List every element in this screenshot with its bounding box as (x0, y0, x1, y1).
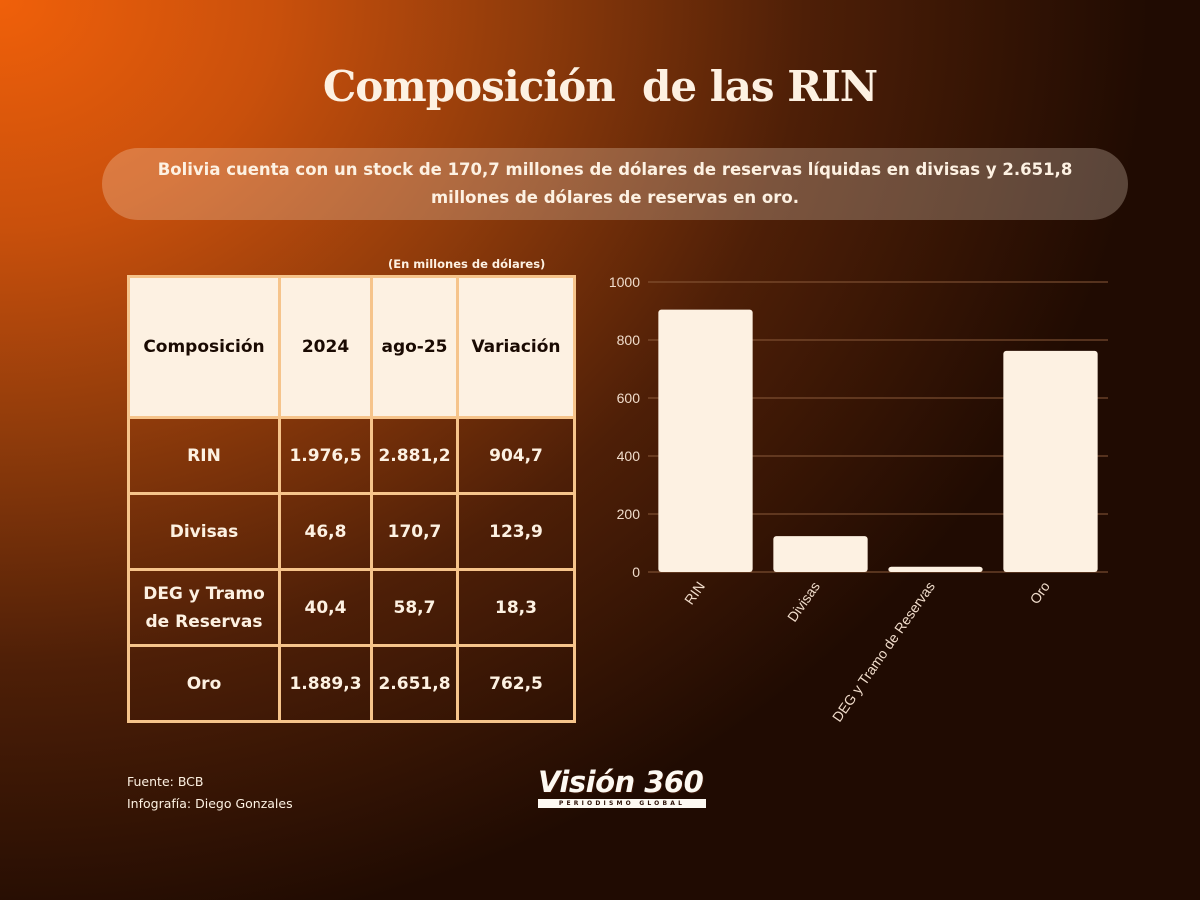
y-tick-label: 800 (617, 332, 641, 348)
table-cell: 58,7 (370, 568, 459, 647)
logo-wordmark: Visión 360 (538, 765, 704, 799)
bar (658, 309, 753, 572)
x-tick-label: DEG y Tramo de Reservas (829, 579, 938, 725)
table-header-row: Composición 2024 ago-25 Variación (127, 275, 576, 419)
page-title: Composición de las RIN (322, 62, 878, 111)
subtitle-text: Bolivia cuenta con un stock de 170,7 mil… (157, 160, 1073, 207)
y-tick-label: 200 (617, 506, 641, 522)
table-cell: Divisas (127, 492, 281, 571)
table-header-cell: 2024 (278, 275, 373, 419)
y-tick-label: 600 (617, 390, 641, 406)
table-cell: 762,5 (456, 644, 576, 723)
table-cell: 18,3 (456, 568, 576, 647)
credit-text: Infografía: Diego Gonzales (127, 796, 293, 811)
bar (773, 536, 868, 572)
y-tick-label: 0 (632, 564, 640, 580)
subtitle-banner: Bolivia cuenta con un stock de 170,7 mil… (102, 148, 1128, 220)
table-cell: DEG y Tramo de Reservas (127, 568, 281, 647)
x-tick-label: RIN (681, 579, 708, 608)
vision360-logo: Visión 360 PERIODISMO GLOBAL (538, 766, 710, 808)
unit-note: (En millones de dólares) (388, 257, 546, 271)
bar-chart: 0 200 400 600 800 1000 RIN Divisas DEG y Tramo d… (590, 262, 1130, 742)
y-tick-label: 1000 (609, 274, 640, 290)
table-row: DEG y Tramo de Reservas 40,4 58,7 18,3 (127, 568, 576, 647)
logo-tagline: PERIODISMO GLOBAL (538, 799, 706, 808)
table-row: RIN 1.976,5 2.881,2 904,7 (127, 416, 576, 495)
x-tick-label: Oro (1026, 578, 1053, 606)
table-cell: 40,4 (278, 568, 373, 647)
table-cell: Oro (127, 644, 281, 723)
table-cell: 170,7 (370, 492, 459, 571)
table-header-cell: Variación (456, 275, 576, 419)
y-tick-label: 400 (617, 448, 641, 464)
bar-chart-svg: 0 200 400 600 800 1000 RIN Divisas DEG y Tramo d… (609, 274, 1108, 725)
table-header-cell: Composición (127, 275, 281, 419)
table-cell: 1.889,3 (278, 644, 373, 723)
table-cell: 2.651,8 (370, 644, 459, 723)
table-cell: RIN (127, 416, 281, 495)
table-row: Oro 1.889,3 2.651,8 762,5 (127, 644, 576, 723)
x-tick-label: Divisas (784, 579, 823, 625)
bar (888, 566, 983, 572)
bar (1003, 350, 1098, 572)
table-cell: 2.881,2 (370, 416, 459, 495)
composition-table: Composición 2024 ago-25 Variación RIN 1.… (127, 275, 576, 723)
footer-credits: Fuente: BCB Infografía: Diego Gonzales (127, 771, 293, 815)
table-cell: 123,9 (456, 492, 576, 571)
table-row: Divisas 46,8 170,7 123,9 (127, 492, 576, 571)
table-cell: 904,7 (456, 416, 576, 495)
source-text: Fuente: BCB (127, 774, 204, 789)
table-cell: 1.976,5 (278, 416, 373, 495)
table-header-cell: ago-25 (370, 275, 459, 419)
table-cell: 46,8 (278, 492, 373, 571)
